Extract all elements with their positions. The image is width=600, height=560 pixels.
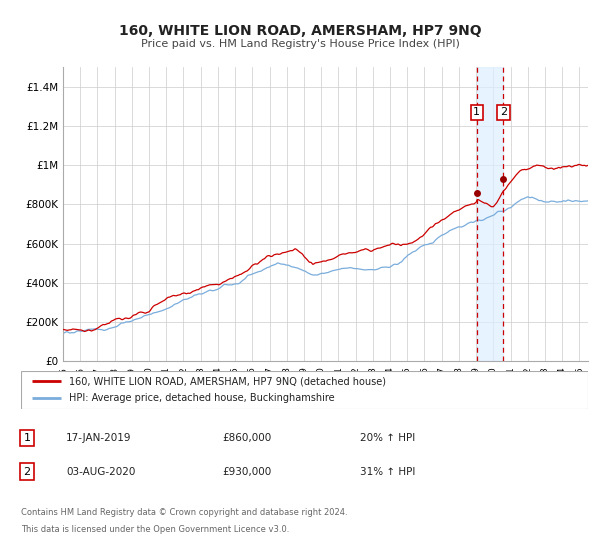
Text: 1: 1 xyxy=(473,108,481,117)
Text: 20% ↑ HPI: 20% ↑ HPI xyxy=(360,433,415,443)
Text: £860,000: £860,000 xyxy=(222,433,271,443)
Text: 160, WHITE LION ROAD, AMERSHAM, HP7 9NQ (detached house): 160, WHITE LION ROAD, AMERSHAM, HP7 9NQ … xyxy=(69,376,386,386)
Text: 31% ↑ HPI: 31% ↑ HPI xyxy=(360,466,415,477)
Text: 2: 2 xyxy=(500,108,507,117)
Bar xyxy=(477,67,503,361)
Text: 2: 2 xyxy=(23,466,31,477)
Text: Price paid vs. HM Land Registry's House Price Index (HPI): Price paid vs. HM Land Registry's House … xyxy=(140,39,460,49)
Text: 03-AUG-2020: 03-AUG-2020 xyxy=(66,466,136,477)
Text: £930,000: £930,000 xyxy=(222,466,271,477)
Text: 17-JAN-2019: 17-JAN-2019 xyxy=(66,433,131,443)
Text: HPI: Average price, detached house, Buckinghamshire: HPI: Average price, detached house, Buck… xyxy=(69,393,335,403)
Text: This data is licensed under the Open Government Licence v3.0.: This data is licensed under the Open Gov… xyxy=(21,525,289,534)
Text: 1: 1 xyxy=(23,433,31,443)
Text: 160, WHITE LION ROAD, AMERSHAM, HP7 9NQ: 160, WHITE LION ROAD, AMERSHAM, HP7 9NQ xyxy=(119,24,481,38)
Text: Contains HM Land Registry data © Crown copyright and database right 2024.: Contains HM Land Registry data © Crown c… xyxy=(21,508,347,517)
